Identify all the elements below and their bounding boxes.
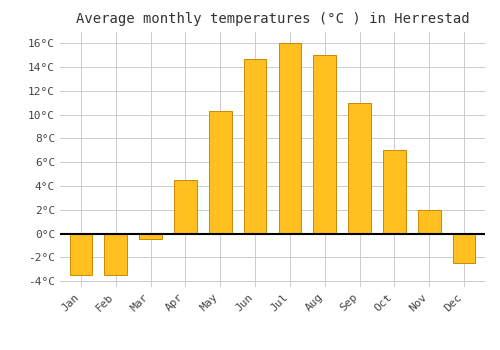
Bar — [70, 233, 92, 275]
Bar — [140, 233, 162, 239]
Title: Average monthly temperatures (°C ) in Herrestad: Average monthly temperatures (°C ) in He… — [76, 12, 469, 26]
Bar — [453, 233, 475, 263]
Bar — [104, 233, 127, 275]
Bar — [209, 111, 232, 233]
Bar — [348, 103, 371, 233]
Bar — [314, 55, 336, 233]
Bar — [418, 210, 440, 233]
Bar — [278, 43, 301, 233]
Bar — [383, 150, 406, 233]
Bar — [174, 180, 197, 233]
Bar — [244, 59, 266, 233]
